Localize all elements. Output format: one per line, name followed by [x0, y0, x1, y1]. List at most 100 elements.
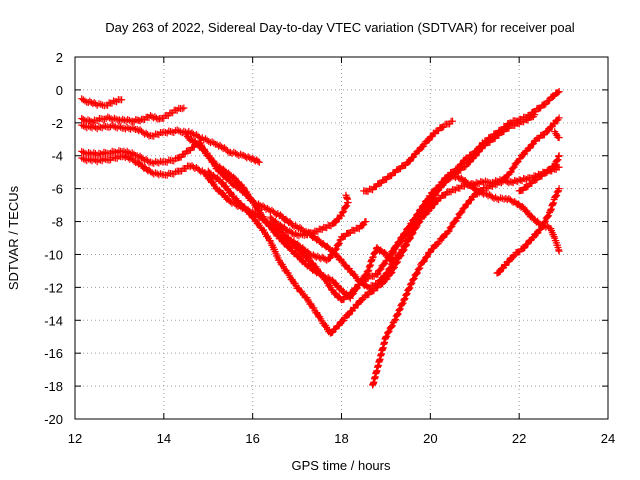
point-marker — [515, 146, 531, 163]
point-marker — [449, 117, 457, 125]
point-marker — [160, 127, 179, 137]
point-marker — [555, 114, 563, 122]
point-marker — [120, 124, 139, 133]
point-marker — [431, 181, 447, 200]
point-marker — [551, 128, 562, 141]
point-marker — [382, 318, 398, 341]
point-marker — [555, 134, 563, 142]
point-marker — [529, 225, 544, 242]
series-track-14 — [551, 128, 563, 142]
point-marker — [324, 249, 338, 263]
point-marker — [351, 296, 367, 312]
point-marker — [311, 225, 326, 235]
point-marker — [555, 247, 563, 255]
point-marker — [262, 204, 282, 219]
point-marker — [129, 116, 144, 126]
point-marker — [180, 104, 188, 112]
point-marker — [542, 119, 558, 136]
y-tick-label: -10 — [44, 247, 63, 262]
point-marker — [231, 195, 251, 215]
point-marker — [338, 286, 353, 301]
series-track-11 — [360, 117, 457, 195]
point-marker — [160, 155, 179, 166]
point-marker — [546, 225, 558, 241]
chart-title: Day 263 of 2022, Sidereal Day-to-day VTE… — [105, 20, 575, 35]
point-marker — [506, 177, 522, 187]
point-marker — [160, 168, 179, 179]
series-track-12 — [493, 185, 563, 277]
point-marker — [107, 121, 126, 132]
point-marker — [524, 113, 537, 124]
point-marker — [320, 320, 333, 336]
point-marker — [231, 174, 247, 191]
point-marker — [395, 238, 411, 261]
x-tick-label: 18 — [334, 431, 348, 446]
point-marker — [362, 218, 370, 226]
point-marker — [182, 131, 202, 149]
point-marker — [204, 152, 220, 169]
point-marker — [275, 211, 295, 227]
series-track-9 — [266, 191, 352, 240]
point-marker — [173, 162, 193, 175]
axes: 12 14 16 18 20 22 2420-2-4-6-8-10-12-14-16-18-… — [44, 50, 615, 446]
series-track-10 — [369, 114, 563, 389]
point-marker — [542, 92, 557, 108]
point-marker — [551, 187, 562, 201]
point-marker — [413, 207, 429, 230]
point-marker — [497, 170, 513, 187]
point-marker — [173, 147, 193, 162]
point-marker — [302, 260, 322, 277]
point-marker — [444, 186, 459, 196]
point-marker — [555, 163, 563, 171]
point-marker — [409, 261, 425, 284]
point-marker — [187, 129, 206, 143]
y-tick-label: -20 — [44, 412, 63, 427]
point-marker — [462, 192, 478, 209]
x-tick-label: 24 — [601, 431, 615, 446]
point-marker — [435, 229, 451, 246]
point-marker — [531, 111, 539, 119]
point-marker — [524, 136, 540, 153]
point-marker — [400, 279, 416, 304]
point-marker — [391, 236, 407, 253]
point-marker — [138, 113, 153, 123]
point-marker — [298, 244, 313, 257]
point-marker — [404, 149, 420, 166]
point-marker — [244, 208, 264, 231]
point-marker — [373, 351, 385, 375]
point-marker — [331, 236, 345, 254]
y-tick-label: -16 — [44, 346, 63, 361]
point-marker — [520, 236, 535, 252]
point-marker — [551, 152, 562, 170]
point-marker — [329, 211, 344, 228]
y-tick-label: 0 — [56, 83, 63, 98]
point-marker — [555, 185, 563, 193]
point-marker — [471, 178, 486, 189]
point-marker — [453, 203, 469, 222]
y-axis-label: SDTVAR / TECUs — [6, 185, 21, 290]
point-marker — [373, 260, 389, 279]
series-track-8 — [275, 218, 370, 264]
point-marker — [204, 167, 224, 185]
point-marker — [329, 286, 344, 303]
point-marker — [249, 154, 262, 165]
point-marker — [551, 163, 562, 173]
point-marker — [462, 154, 478, 170]
point-marker — [249, 197, 269, 225]
point-marker — [471, 143, 486, 160]
point-marker — [333, 314, 349, 330]
point-marker — [422, 129, 438, 145]
point-marker — [342, 303, 358, 320]
point-marker — [284, 269, 300, 290]
x-tick-label: 14 — [157, 431, 171, 446]
y-tick-label: -18 — [44, 379, 63, 394]
point-marker — [493, 261, 509, 277]
y-tick-label: -14 — [44, 313, 63, 328]
point-marker — [315, 237, 335, 255]
point-marker — [369, 368, 381, 389]
point-marker — [320, 221, 335, 232]
point-marker — [213, 185, 233, 205]
point-marker — [555, 152, 563, 160]
point-marker — [255, 158, 263, 166]
